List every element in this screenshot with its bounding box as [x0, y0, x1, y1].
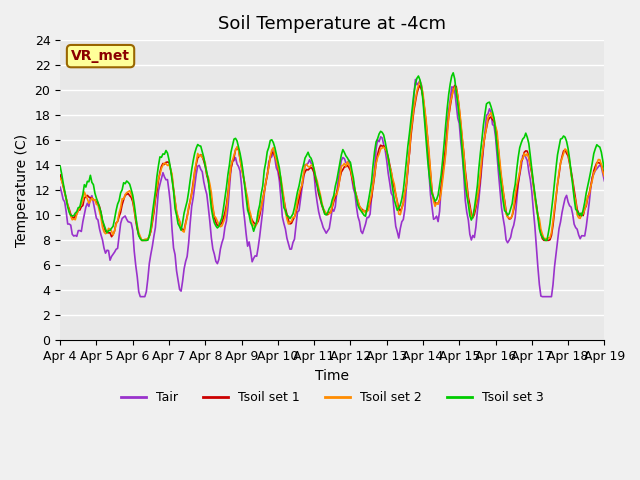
Text: VR_met: VR_met	[71, 49, 130, 63]
Title: Soil Temperature at -4cm: Soil Temperature at -4cm	[218, 15, 446, 33]
Legend: Tair, Tsoil set 1, Tsoil set 2, Tsoil set 3: Tair, Tsoil set 1, Tsoil set 2, Tsoil se…	[116, 386, 548, 409]
X-axis label: Time: Time	[316, 369, 349, 383]
Y-axis label: Temperature (C): Temperature (C)	[15, 134, 29, 247]
